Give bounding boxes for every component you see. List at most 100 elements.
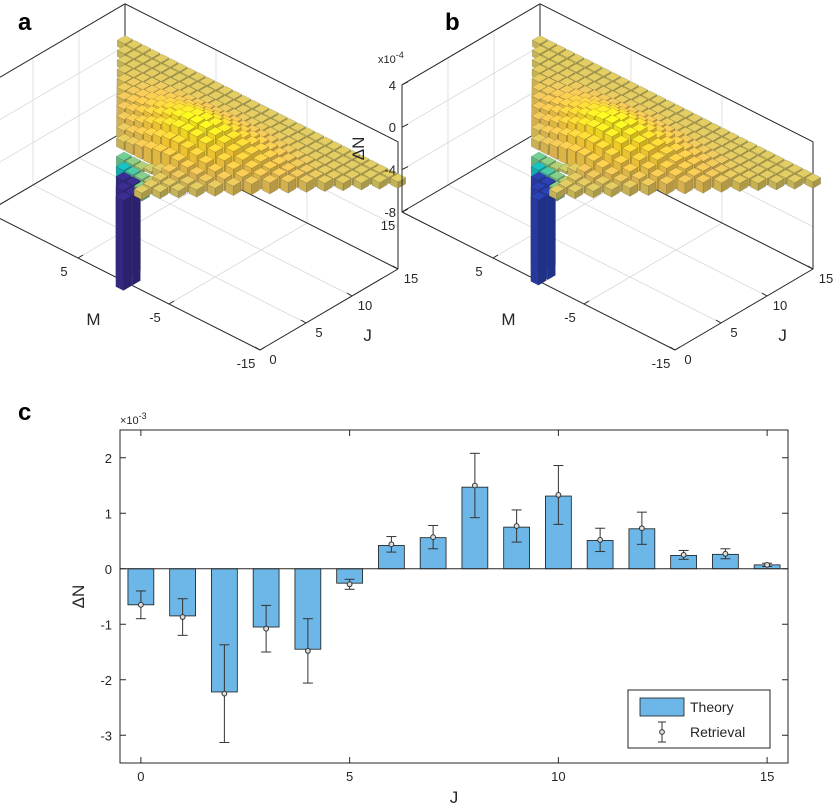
- y-tick-label: 2: [105, 451, 112, 466]
- bar-3d: [658, 175, 675, 196]
- legend-theory-swatch: [639, 697, 685, 717]
- retrieval-point-15: [764, 561, 771, 568]
- bar-3d: [225, 177, 242, 196]
- bar-3d: [371, 174, 388, 190]
- j-axis-line: [674, 268, 814, 351]
- y-tick-label: 0: [105, 562, 112, 577]
- j-tick-label: 10: [773, 298, 787, 313]
- retrieval-errorbar-14: [720, 548, 731, 560]
- retrieval-errorbar-10: [553, 465, 564, 525]
- bar-3d: [261, 174, 279, 195]
- x-axis-label: J: [450, 788, 459, 807]
- bar-3d: [713, 174, 730, 193]
- legend: Theory Retrieval: [627, 689, 771, 749]
- retrieval-point-4: [304, 647, 311, 654]
- bar-3d: [548, 184, 565, 200]
- bar-3d: [151, 183, 169, 200]
- z-axis-label: ΔN: [349, 137, 368, 161]
- z-tick-label: -8: [384, 205, 396, 220]
- x-tick-label: 10: [551, 769, 565, 784]
- retrieval-point-8: [471, 482, 478, 489]
- y-tick-label: -2: [100, 673, 112, 688]
- bar-3d: [170, 182, 187, 199]
- retrieval-point-2: [221, 690, 228, 697]
- retrieval-point-10: [555, 492, 562, 498]
- retrieval-errorbar-9: [511, 509, 522, 543]
- retrieval-point-6: [388, 541, 395, 548]
- bar-3d: [280, 174, 297, 194]
- y-axis-label: ΔN: [69, 585, 88, 609]
- x-tick-label: 5: [346, 769, 353, 784]
- x-tick-label: 15: [760, 769, 774, 784]
- y-tick-label: -1: [100, 617, 112, 632]
- retrieval-point-11: [597, 536, 604, 543]
- retrieval-errorbar-6: [386, 536, 397, 553]
- m-axis-label: M: [86, 310, 100, 329]
- bar-3d: [603, 181, 620, 198]
- m-axis-label: M: [501, 310, 515, 329]
- retrieval-errorbar-3: [261, 604, 272, 653]
- retrieval-point-3: [263, 625, 270, 632]
- m-tick-label: -5: [564, 310, 576, 325]
- m-tick-label: -15: [237, 356, 256, 371]
- bar-3d: [786, 174, 803, 190]
- retrieval-point-13: [680, 551, 687, 558]
- legend-theory-label: Theory: [690, 699, 734, 715]
- j-tick-label: 15: [819, 271, 833, 286]
- z-exponent-label: x10-4: [378, 50, 404, 66]
- j-axis-line: [259, 268, 399, 351]
- bar-3d: [731, 174, 748, 192]
- bar-3d: [749, 174, 767, 192]
- j-axis-label: J: [363, 326, 372, 345]
- panel-letter-b: b: [445, 9, 460, 36]
- retrieval-errorbar-15: [762, 561, 773, 568]
- j-tick-label: 15: [404, 271, 418, 286]
- z-tick-label: -4: [384, 163, 396, 178]
- j-axis-label: J: [778, 326, 787, 345]
- z-tick-label: 0: [389, 120, 396, 135]
- m-tick-label: -5: [149, 310, 161, 325]
- retrieval-errorbar-5: [344, 578, 355, 590]
- y-tick-label: 1: [105, 506, 112, 521]
- legend-retrieval-label: Retrieval: [690, 724, 745, 740]
- j-tick-label: 0: [684, 352, 691, 367]
- bar-3d: [621, 179, 639, 197]
- bar-3d: [676, 174, 694, 195]
- retrieval-errorbar-11: [595, 527, 606, 553]
- m-tick-label: 5: [475, 264, 482, 279]
- bar-3d: [353, 174, 370, 191]
- m-tick-label: -15: [652, 356, 671, 371]
- retrieval-point-1: [179, 614, 186, 620]
- bar-3d: [640, 177, 657, 196]
- z-tick-label: 4: [389, 78, 396, 93]
- retrieval-errorbar-4: [302, 618, 313, 684]
- bar-3d: [566, 183, 584, 200]
- bar-3d: [206, 179, 224, 197]
- retrieval-point-5: [346, 581, 353, 588]
- bar-3d: [115, 191, 132, 291]
- bar-3d: [768, 174, 785, 191]
- retrieval-errorbar-13: [678, 549, 689, 560]
- bars-group: [530, 35, 822, 286]
- bars-group: [115, 35, 407, 291]
- y-exponent-label: ×10-3: [120, 411, 147, 427]
- retrieval-point-9: [513, 523, 520, 529]
- j-tick-label: 10: [358, 298, 372, 313]
- panel-letter-c: c: [18, 399, 31, 426]
- bar-3d: [804, 173, 822, 189]
- m-tick-label: 5: [60, 264, 67, 279]
- bar-3d: [188, 181, 205, 198]
- bar-3d: [585, 182, 602, 199]
- y-tick-label: -3: [100, 728, 112, 743]
- retrieval-point-14: [722, 550, 729, 557]
- j-tick-label: 5: [730, 325, 737, 340]
- retrieval-errorbar-1: [177, 598, 188, 636]
- x-tick-label: 0: [137, 769, 144, 784]
- bar-3d: [695, 174, 712, 194]
- retrieval-point-7: [430, 534, 437, 541]
- retrieval-errorbar-7: [428, 524, 439, 550]
- retrieval-errorbar-2: [219, 644, 230, 743]
- j-tick-label: 5: [315, 325, 322, 340]
